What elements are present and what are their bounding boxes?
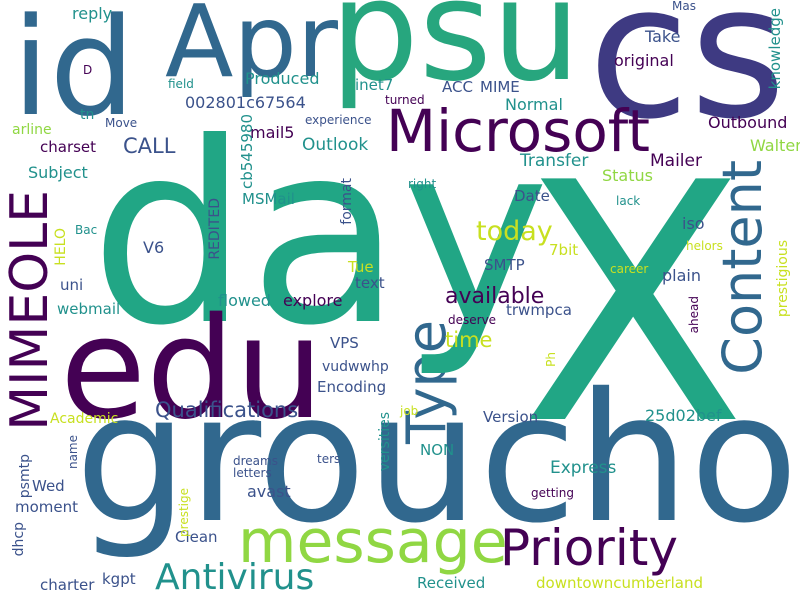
word-message: message [238,507,508,577]
word-name: name [66,435,80,470]
word-Tue: Tue [348,258,374,276]
word-flowed: flowed [218,291,271,310]
word-Received: Received [417,574,486,592]
word-career: career [610,262,649,276]
word-Academic: Academic [50,411,119,427]
word-002801c67564: 002801c67564 [185,93,306,112]
word-getting: getting [531,486,574,500]
word-Outlook: Outlook [302,135,369,155]
word-uni: uni [60,276,84,294]
word-versities: versities [377,412,393,472]
word-X: X [520,113,747,497]
word-MIMEOLE: MIMEOLE [0,190,60,431]
word-edu: edu [60,288,324,451]
word-job: job [400,404,419,418]
word-day: day [90,89,550,380]
word-MSMail: MSMail [242,190,295,208]
word-Move: Move [105,116,138,130]
word-trwmpca: trwmpca [506,301,572,319]
word-vudwwhp: vudwwhp [322,359,389,375]
word-psu: psu [330,0,581,113]
word-dhcp: dhcp [11,522,27,557]
word-charset: charset [40,138,97,156]
word-HELO: HELO [53,228,69,266]
word-inet7: inet7 [355,76,394,94]
word-Version: Version [483,408,539,426]
word-cs: cs [588,0,787,160]
word-Ph: Ph [544,352,558,367]
word-lack: lack [616,194,641,208]
word-deserve: deserve [448,313,497,327]
word-id: id [12,0,136,146]
word-Clean: Clean [175,528,218,546]
word-Produced: Produced [245,69,320,88]
word-MIME: MIME [480,78,520,96]
word-7bit: 7bit [549,241,579,259]
word-explore: explore [283,291,343,310]
word-groucho: groucho [75,355,799,562]
word-Qualifications: Qualifications [155,398,299,422]
word-avast: avast [247,482,291,501]
word-turned: turned [385,93,425,107]
word-kgpt: kgpt [102,570,136,588]
word-Bac: Bac [75,223,98,237]
word-ahead: ahead [687,296,701,334]
word-experience: experience [305,113,372,127]
word-format: format [339,178,355,225]
word-SMTP: SMTP [484,256,525,274]
word-mail5: mail5 [250,123,295,142]
word-25d02bef: 25d02bef [645,406,722,425]
word-Mailer: Mailer [650,151,702,171]
word-Outbound: Outbound [708,113,788,132]
word-helors: helors [686,239,723,253]
word-VPS: VPS [330,334,359,352]
word-text: text [355,274,385,292]
word-Normal: Normal [505,95,563,114]
word-D: D [83,63,93,77]
word-Status: Status [602,166,653,185]
word-letters: letters [233,466,272,480]
word-knowledge: knowledge [766,8,784,90]
word-cb545980: cb545980 [238,114,256,190]
word-plain: plain [662,266,701,285]
word-Wed: Wed [32,477,65,495]
word-moment: moment [15,498,79,516]
word-Take: Take [645,27,681,46]
word-right: right [408,177,437,191]
word-charter: charter [40,576,95,594]
word-time: time [445,328,493,352]
word-Antivirus: Antivirus [155,557,315,598]
word-tn: tn [80,107,95,123]
word-reply: reply [72,4,113,23]
word-ters: ters [317,452,341,466]
word-dreams: dreams [233,454,278,468]
word-field: field [168,77,194,91]
word-Subject: Subject [28,163,88,182]
word-Microsoft: Microsoft [386,97,650,165]
word-NON: NON [420,441,455,459]
word-Priority: Priority [500,519,678,577]
word-Walter: Walter [750,136,800,155]
word-arline: arline [12,122,52,138]
word-Encoding: Encoding [317,378,387,396]
word-downtowncumberland: downtowncumberland [536,574,703,592]
word-Date: Date [514,187,550,205]
word-Apr: Apr [165,0,338,100]
word-webmail: webmail [57,300,121,318]
word-Transfer: Transfer [520,151,589,171]
word-psmtp: psmtp [17,454,33,499]
word-REDITED: REDITED [207,198,223,260]
word-Mas: Mas [672,0,696,13]
word-ACC: ACC [442,78,473,96]
word-prestige: prestige [177,488,191,537]
word-Express: Express [550,458,617,478]
word-prestigious: prestigious [775,240,791,318]
word-V6: V6 [143,238,165,257]
word-available: available [445,284,545,309]
word-today: today [476,216,553,247]
word-CALL: CALL [123,134,176,158]
word-iso: iso [682,214,705,233]
word-original: original [614,51,674,70]
